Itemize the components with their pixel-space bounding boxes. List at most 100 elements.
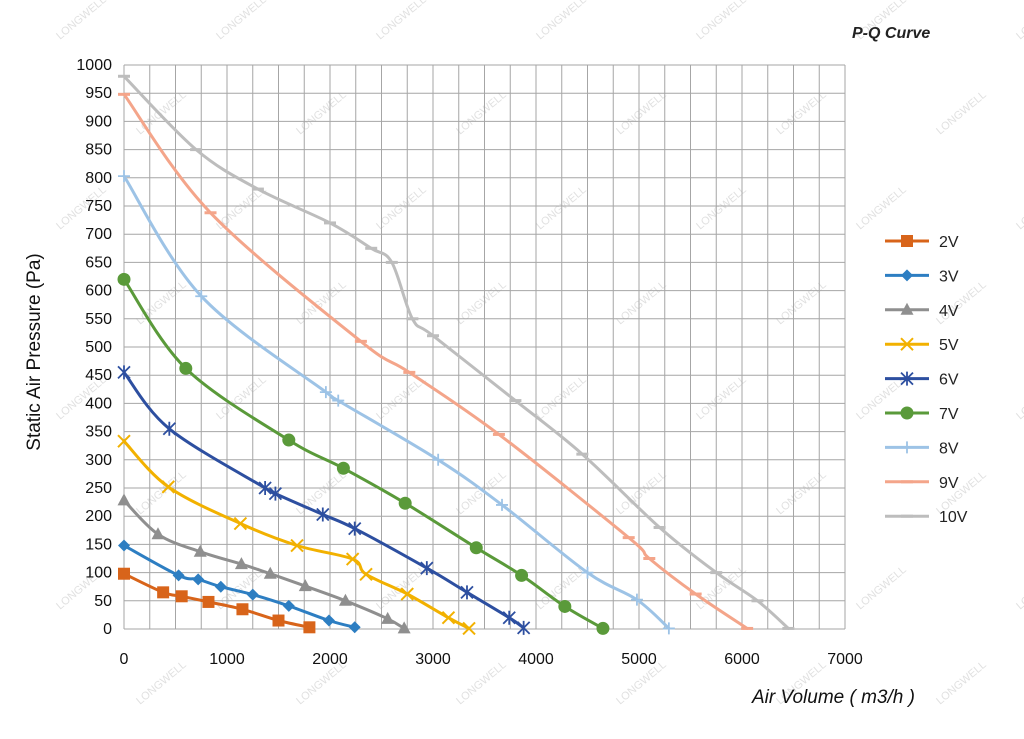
data-point-8v (195, 290, 208, 303)
data-point-8v (630, 593, 643, 606)
data-point-6v (268, 486, 283, 501)
watermark-text: LONGWELL (614, 279, 669, 327)
watermark-text: LONGWELL (774, 469, 829, 517)
watermark-text: LONGWELL (1014, 564, 1024, 612)
watermark-text: LONGWELL (294, 469, 349, 517)
data-point-6v (502, 610, 516, 625)
data-point-3v (172, 569, 185, 582)
data-point-6v (517, 620, 531, 635)
series-8v (118, 170, 675, 635)
data-point-7v (117, 272, 131, 286)
x-tick-label: 6000 (724, 651, 760, 668)
data-point-7v (558, 599, 572, 613)
series-6v (117, 365, 531, 635)
series-line-4v (122, 498, 406, 630)
data-point-3v (282, 599, 295, 612)
data-point-5v (400, 587, 414, 601)
watermark-text: LONGWELL (454, 89, 509, 137)
y-tick-label: 1000 (76, 57, 112, 74)
data-point-3v (118, 539, 130, 552)
data-point-7v (282, 433, 296, 447)
legend-swatch-marker (900, 406, 914, 420)
legend-label: 6V (939, 372, 959, 389)
series-9v (118, 92, 754, 630)
y-tick-label: 50 (94, 593, 112, 610)
watermark-text: LONGWELL (614, 89, 669, 137)
data-point-7v (179, 361, 193, 375)
data-point-3v (246, 588, 259, 601)
chart-title: P-Q Curve (852, 25, 930, 42)
legend-label: 8V (939, 440, 959, 457)
data-point-4v (151, 527, 165, 540)
data-point-2v (118, 567, 130, 580)
data-point-4v (193, 544, 207, 557)
watermark-text: LONGWELL (454, 659, 509, 707)
grid-layer (123, 64, 846, 630)
watermark-text: LONGWELL (294, 89, 349, 137)
data-point-2v (202, 595, 215, 608)
y-tick-label: 100 (85, 565, 112, 582)
y-tick-label: 700 (85, 226, 112, 243)
watermark-text: LONGWELL (934, 659, 989, 707)
data-point-5v (462, 621, 476, 636)
watermark-text: LONGWELL (694, 184, 749, 232)
watermark-text: LONGWELL (1014, 0, 1024, 42)
data-point-5v (117, 434, 131, 448)
y-tick-label: 400 (85, 395, 112, 412)
data-point-5v (290, 538, 304, 553)
series-4v (117, 493, 411, 634)
data-point-6v (348, 521, 362, 536)
x-tick-label: 2000 (312, 651, 348, 668)
data-point-8v (432, 453, 445, 466)
y-tick-label: 600 (85, 283, 112, 300)
x-tick-label: 5000 (621, 651, 657, 668)
watermark-text: LONGWELL (854, 374, 909, 422)
watermark-text: LONGWELL (854, 184, 909, 232)
watermark-text: LONGWELL (374, 0, 429, 42)
series-3v (118, 539, 361, 634)
data-point-7v (469, 541, 483, 555)
legend-swatch-marker (901, 269, 913, 282)
data-point-8v (332, 394, 345, 407)
data-point-5v (161, 480, 175, 494)
y-tick-label: 850 (85, 142, 112, 159)
legend-item-4v: 4V (885, 302, 959, 320)
data-point-4v (381, 611, 395, 624)
y-tick-label: 450 (85, 367, 112, 384)
data-point-2v (175, 590, 188, 603)
y-tick-label: 0 (103, 621, 112, 638)
data-point-5v (233, 516, 248, 531)
legend-item-7v: 7V (885, 406, 959, 423)
data-point-4v (397, 621, 411, 634)
watermark-text: LONGWELL (134, 659, 189, 707)
watermark-text: LONGWELL (534, 0, 589, 42)
x-tick-label: 1000 (209, 651, 245, 668)
data-point-2v (303, 621, 316, 634)
data-point-2v (236, 603, 249, 616)
legend-item-6v: 6V (885, 371, 959, 389)
data-point-4v (338, 593, 352, 606)
watermark-text: LONGWELL (54, 0, 109, 42)
data-point-8v (319, 386, 332, 399)
y-tick-label: 300 (85, 452, 112, 469)
data-point-4v (298, 579, 312, 592)
legend: 2V 3V 4V 5V 6V 7V 8V 9V 10V (885, 234, 968, 526)
y-axis-label: Static Air Pressure (Pa) (24, 253, 45, 450)
series-7v (117, 272, 610, 635)
x-tick-label: 0 (120, 651, 129, 668)
legend-label: 3V (939, 268, 959, 285)
tick-layer: 0 1000 2000 3000 4000 5000 6000 7000 0 50 100 150 20… (76, 57, 862, 668)
series-line-7v (122, 277, 605, 630)
series-10v (118, 74, 795, 630)
watermark-text: LONGWELL (694, 0, 749, 42)
series-line-10v (122, 74, 790, 630)
series-line-9v (122, 92, 749, 630)
legend-label: 10V (939, 509, 968, 526)
series-line-6v (122, 370, 526, 630)
data-point-6v (460, 585, 474, 600)
x-tick-label: 3000 (415, 651, 451, 668)
data-point-6v (316, 507, 330, 522)
legend-item-3v: 3V (885, 268, 959, 285)
watermark-text: LONGWELL (294, 279, 349, 327)
